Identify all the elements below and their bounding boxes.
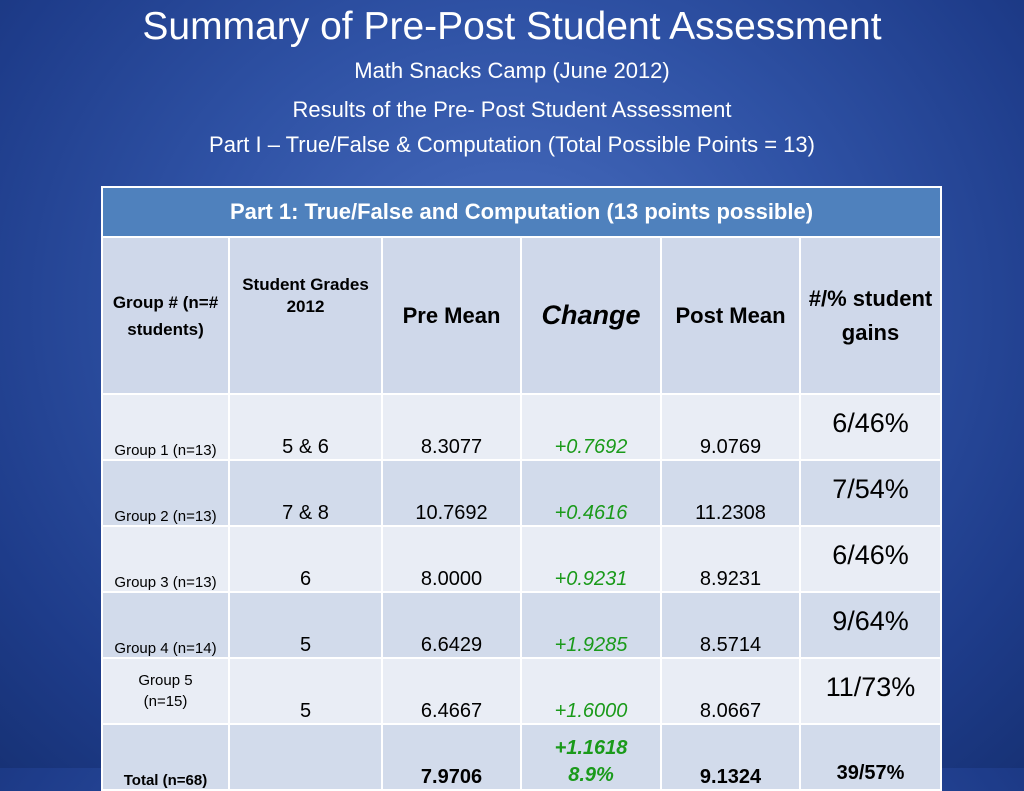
cell-group: Group 4 (n=14) — [101, 591, 230, 659]
cell-gains: 6/46% — [799, 525, 942, 593]
cell-grades: 5 — [228, 591, 383, 659]
slide-title: Summary of Pre-Post Student Assessment — [142, 5, 882, 48]
cell-grades: 6 — [228, 525, 383, 593]
cell-total-pre-mean: 7.9706 — [381, 723, 522, 791]
cell-group: Group 1 (n=13) — [101, 393, 230, 461]
assessment-table: Part 1: True/False and Computation (13 p… — [101, 186, 942, 791]
total-change-percent: 8.9% — [568, 764, 614, 786]
cell-total-post-mean: 9.1324 — [660, 723, 801, 791]
cell-post-mean: 9.0769 — [660, 393, 801, 461]
cell-post-mean: 11.2308 — [660, 459, 801, 527]
cell-gains: 9/64% — [799, 591, 942, 659]
cell-pre-mean: 8.3077 — [381, 393, 522, 461]
table-row: Group 2 (n=13) 7 & 8 10.7692 +0.4616 11.… — [101, 459, 942, 527]
cell-pre-mean: 6.6429 — [381, 591, 522, 659]
results-heading: Results of the Pre- Post Student Assessm… — [292, 97, 732, 122]
cell-post-mean: 8.0667 — [660, 657, 801, 725]
table-header-row: Group # (n=# students) Student Grades 20… — [101, 236, 942, 395]
cell-change: +0.4616 — [520, 459, 662, 527]
cell-pre-mean: 8.0000 — [381, 525, 522, 593]
cell-total-group: Total (n=68) — [101, 723, 230, 791]
table-caption-row: Part 1: True/False and Computation (13 p… — [101, 186, 942, 238]
cell-change: +0.9231 — [520, 525, 662, 593]
total-change-value: +1.1618 — [554, 737, 628, 759]
cell-group: Group 3 (n=13) — [101, 525, 230, 593]
table-row: Group 4 (n=14) 5 6.6429 +1.9285 8.5714 9… — [101, 591, 942, 659]
cell-change: +0.7692 — [520, 393, 662, 461]
cell-pre-mean: 6.4667 — [381, 657, 522, 725]
cell-group: Group 5 (n=15) — [101, 657, 230, 725]
cell-gains: 6/46% — [799, 393, 942, 461]
table-total-row: Total (n=68) 7.9706 +1.1618 8.9% 9.1324 … — [101, 723, 942, 791]
cell-gains: 11/73% — [799, 657, 942, 725]
cell-total-change: +1.1618 8.9% — [520, 723, 662, 791]
col-header-gains: #/% student gains — [799, 236, 942, 395]
col-header-group: Group # (n=# students) — [101, 236, 230, 395]
slide-subtitle: Math Snacks Camp (June 2012) — [354, 58, 670, 83]
table-row: Group 3 (n=13) 6 8.0000 +0.9231 8.9231 6… — [101, 525, 942, 593]
part-heading: Part I – True/False & Computation (Total… — [209, 132, 815, 157]
cell-change: +1.6000 — [520, 657, 662, 725]
cell-total-grades — [228, 723, 383, 791]
table-row: Group 5 (n=15) 5 6.4667 +1.6000 8.0667 1… — [101, 657, 942, 725]
cell-grades: 5 — [228, 657, 383, 725]
cell-grades: 7 & 8 — [228, 459, 383, 527]
cell-post-mean: 8.9231 — [660, 525, 801, 593]
table-caption: Part 1: True/False and Computation (13 p… — [101, 186, 942, 238]
cell-pre-mean: 10.7692 — [381, 459, 522, 527]
cell-gains: 7/54% — [799, 459, 942, 527]
cell-post-mean: 8.5714 — [660, 591, 801, 659]
cell-group: Group 2 (n=13) — [101, 459, 230, 527]
cell-grades: 5 & 6 — [228, 393, 383, 461]
cell-change: +1.9285 — [520, 591, 662, 659]
col-header-pre-mean: Pre Mean — [381, 236, 522, 395]
col-header-post-mean: Post Mean — [660, 236, 801, 395]
col-header-change: Change — [520, 236, 662, 395]
col-header-grades: Student Grades 2012 — [228, 236, 383, 395]
table-row: Group 1 (n=13) 5 & 6 8.3077 +0.7692 9.07… — [101, 393, 942, 461]
cell-total-gains: 39/57% — [799, 723, 942, 791]
